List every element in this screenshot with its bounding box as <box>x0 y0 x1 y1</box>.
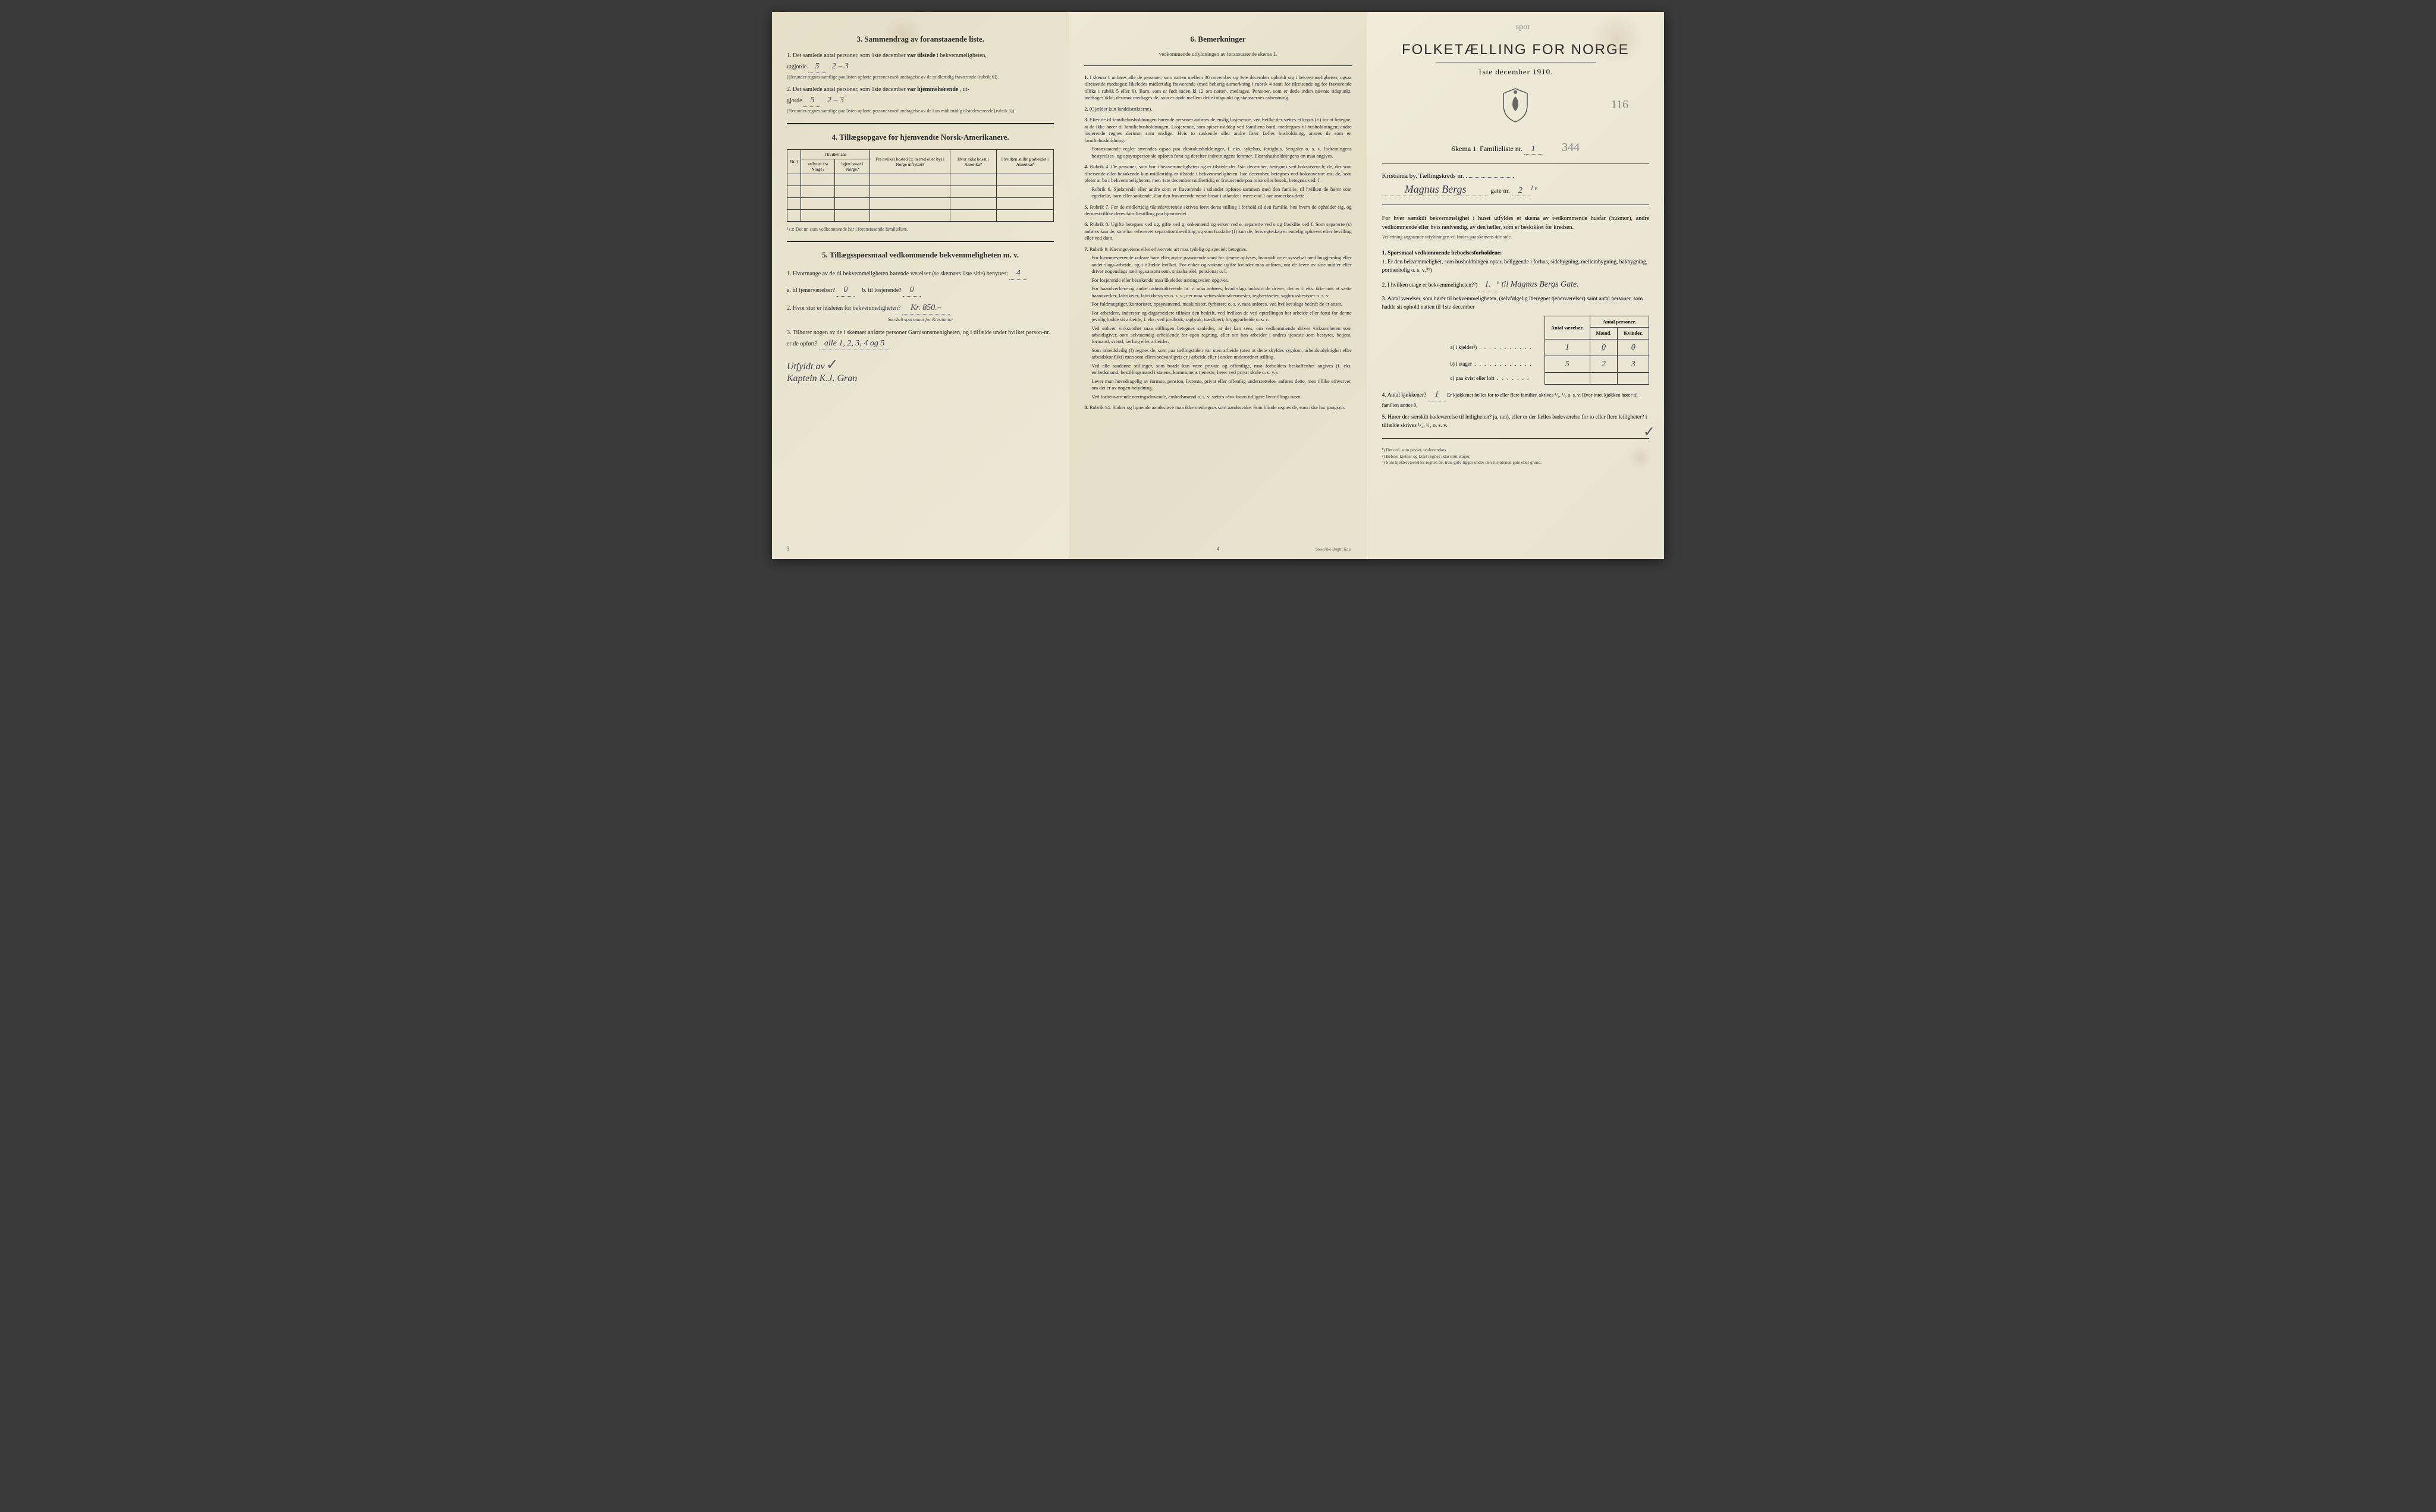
section3-item2: 2. Det samlede antal personer, som 1ste … <box>787 85 1054 114</box>
checkmark-icon: ✓ <box>826 357 838 373</box>
question-1: 1. Er den bekvemmelighet, som husholdnin… <box>1382 258 1649 275</box>
question-5: 5. Hører der særskilt badeværelse til le… <box>1382 413 1649 430</box>
remark-item: 4. Rubrik 4. De personer, som bor i bekv… <box>1084 164 1351 199</box>
table-row: b) i etager . . . . . . . . . . . . 5 2 … <box>1444 356 1649 373</box>
paper-stain <box>1587 15 1646 62</box>
printer-credit: Steen'ske Bogtr. Kr.a. <box>1316 547 1352 552</box>
street-line: Magnus Bergs gate nr. 2 I v. <box>1382 183 1649 196</box>
location-line: Kristiania by. Tællingskreds nr. <box>1382 172 1649 180</box>
paper-stain <box>1628 446 1652 470</box>
section6-subtitle: vedkommende utfyldningen av foranstaaend… <box>1084 51 1351 57</box>
remark-item: 6. Rubrik 8. Ugifte betegnes ved ug, gif… <box>1084 221 1351 241</box>
paper-stain <box>879 18 927 54</box>
section6-title: 6. Bemerkninger <box>1084 34 1351 44</box>
table-row <box>787 209 1054 221</box>
table-row: a) i kjelder²) . . . . . . . . . . . 1 0… <box>1444 340 1649 356</box>
census-document: 3. Sammendrag av foranstaaende liste. 1.… <box>772 12 1664 559</box>
right-panel: spor FOLKETÆLLING FOR NORGE 1ste decembe… <box>1367 12 1664 559</box>
table-body <box>787 174 1054 221</box>
checkmark-icon: ✓ <box>1643 422 1655 443</box>
table-row <box>787 174 1054 186</box>
remark-item: 5. Rubrik 7. For de midlertidig tilstede… <box>1084 204 1351 218</box>
section5-title: 5. Tillægsspørsmaal vedkommende bekvemme… <box>787 250 1054 260</box>
page-number: 4 <box>1217 546 1220 552</box>
pencil-annotation: 116 <box>1611 98 1628 112</box>
remark-item: 2. (Gjælder kun landdistrikterne). <box>1084 106 1351 112</box>
question-3: 3. Antal værelser, som hører til bekvemm… <box>1382 295 1649 312</box>
date-line: 1ste december 1910. <box>1382 67 1649 77</box>
divider <box>1382 438 1649 439</box>
questions-section: 1. Spørsmaal vedkommende beboelsesforhol… <box>1382 249 1649 430</box>
count-table: Antal værelser. Antal personer. Mænd. Kv… <box>1444 316 1649 385</box>
table-row <box>787 186 1054 197</box>
pencil-annotation: 344 <box>1562 141 1580 154</box>
section1-title: 1. Spørsmaal vedkommende beboelsesforhol… <box>1382 249 1649 257</box>
footnotes: ¹) Det ord, som passer, understrekes. ²)… <box>1382 447 1649 466</box>
signature-area: Utfyldt av ✓ Kaptein K.J. Gran <box>787 356 1054 384</box>
intro-text: For hver særskilt bekvemmelighet i huset… <box>1382 214 1649 240</box>
amerikanere-table: Nr.¹) I hvilket aar Fra hvilket bosted (… <box>787 149 1054 222</box>
divider <box>1084 65 1351 66</box>
coat-of-arms-icon <box>1382 87 1649 129</box>
remark-item: 3. Efter de til familiehusholdningen hør… <box>1084 117 1351 159</box>
divider <box>787 241 1054 242</box>
item1-value: 5 <box>808 60 826 73</box>
item2-value: 5 <box>803 94 821 107</box>
section5-q3: 3. Tilhører nogen av de i skemaet anført… <box>787 328 1054 350</box>
table-footnote: ¹) ɔ: Det nr. som vedkommende har i fora… <box>787 227 1054 232</box>
skema-line: Skema 1. Familieliste nr. 1 344 <box>1382 141 1649 155</box>
remark-item: 8. Rubrik 14. Sinker og lignende aandssl… <box>1084 404 1351 411</box>
pencil-annotation: spor <box>1516 23 1530 32</box>
question-2: 2. I hvilken etage er bekvemmeligheten?²… <box>1382 278 1649 291</box>
left-panel: 3. Sammendrag av foranstaaende liste. 1.… <box>772 12 1069 559</box>
page-number: 3 <box>787 546 790 552</box>
middle-panel: 6. Bemerkninger vedkommende utfyldningen… <box>1069 12 1367 559</box>
section5-q2: 2. Hvor stor er husleien for bekvemmelig… <box>787 301 1054 323</box>
remarks-list: 1. I skema 1 anføres alle de personer, s… <box>1084 74 1351 411</box>
question-4: 4. Antal kjøkkener? 1 Er kjøkkenet fælle… <box>1382 388 1649 410</box>
section5-q1: 1. Hvormange av de til bekvemmeligheten … <box>787 267 1054 297</box>
divider <box>787 123 1054 124</box>
section4-title: 4. Tillægsopgave for hjemvendte Norsk-Am… <box>787 133 1054 142</box>
remark-item: 7. Rubrik 9. Næringsveiens eller erhverv… <box>1084 246 1351 400</box>
table-row: c) paa kvist eller loft . . . . . . . <box>1444 373 1649 385</box>
table-row <box>787 197 1054 209</box>
section3-item1: 1. Det samlede antal personer, som 1ste … <box>787 51 1054 80</box>
remark-item: 1. I skema 1 anføres alle de personer, s… <box>1084 74 1351 102</box>
